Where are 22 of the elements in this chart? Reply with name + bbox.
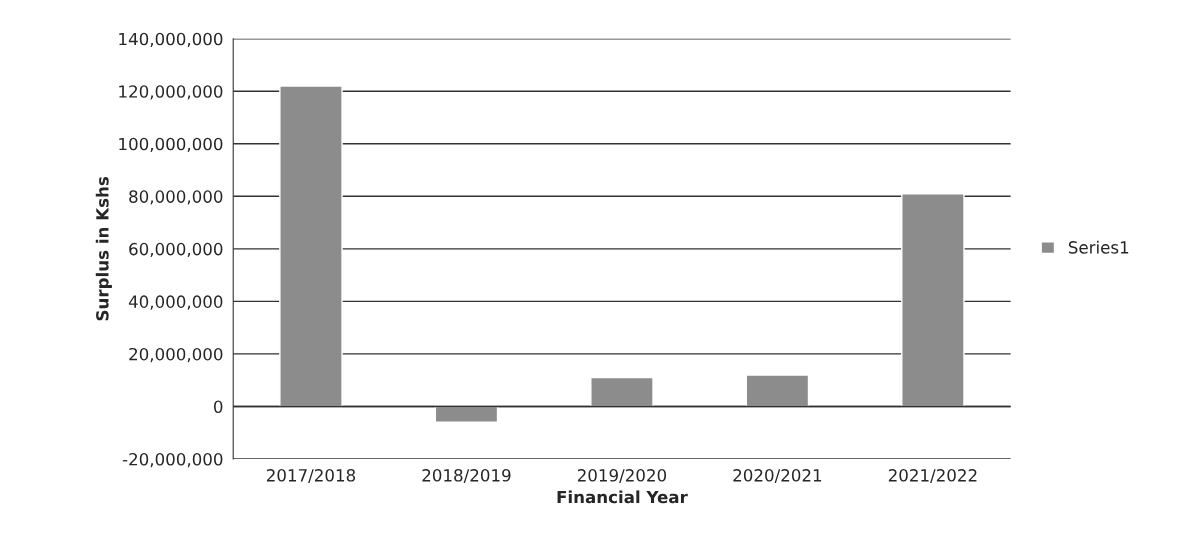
y-axis-title: Surplus in Kshs (95, 176, 112, 321)
y-tick-label: 0 (213, 400, 223, 414)
y-tick-label: 40,000,000 (128, 295, 223, 310)
bar (745, 374, 810, 408)
x-axis-title: Financial Year (557, 490, 688, 504)
x-tick-label: 2017/2018 (266, 469, 356, 483)
y-tick-label: 120,000,000 (119, 85, 223, 100)
y-tick-label: 80,000,000 (129, 190, 223, 205)
y-tick-label: 100,000,000 (119, 137, 223, 153)
x-tick-label: 2021/2022 (888, 469, 977, 483)
x-tick-label: 2018/2019 (422, 469, 511, 483)
y-tick-label: 60,000,000 (129, 242, 223, 258)
y-tick-label: -20,000,000 (122, 452, 223, 468)
bar (901, 192, 965, 408)
bar (590, 376, 654, 408)
y-tick-label: 20,000,000 (129, 347, 223, 363)
bar (279, 85, 343, 408)
x-tick-label: 2020/2021 (733, 469, 822, 483)
legend-label: Series1 (1068, 240, 1129, 254)
bar (434, 405, 499, 423)
y-tick-label: 140,000,000 (119, 32, 223, 47)
x-tick-label: 2019/2020 (577, 469, 667, 483)
